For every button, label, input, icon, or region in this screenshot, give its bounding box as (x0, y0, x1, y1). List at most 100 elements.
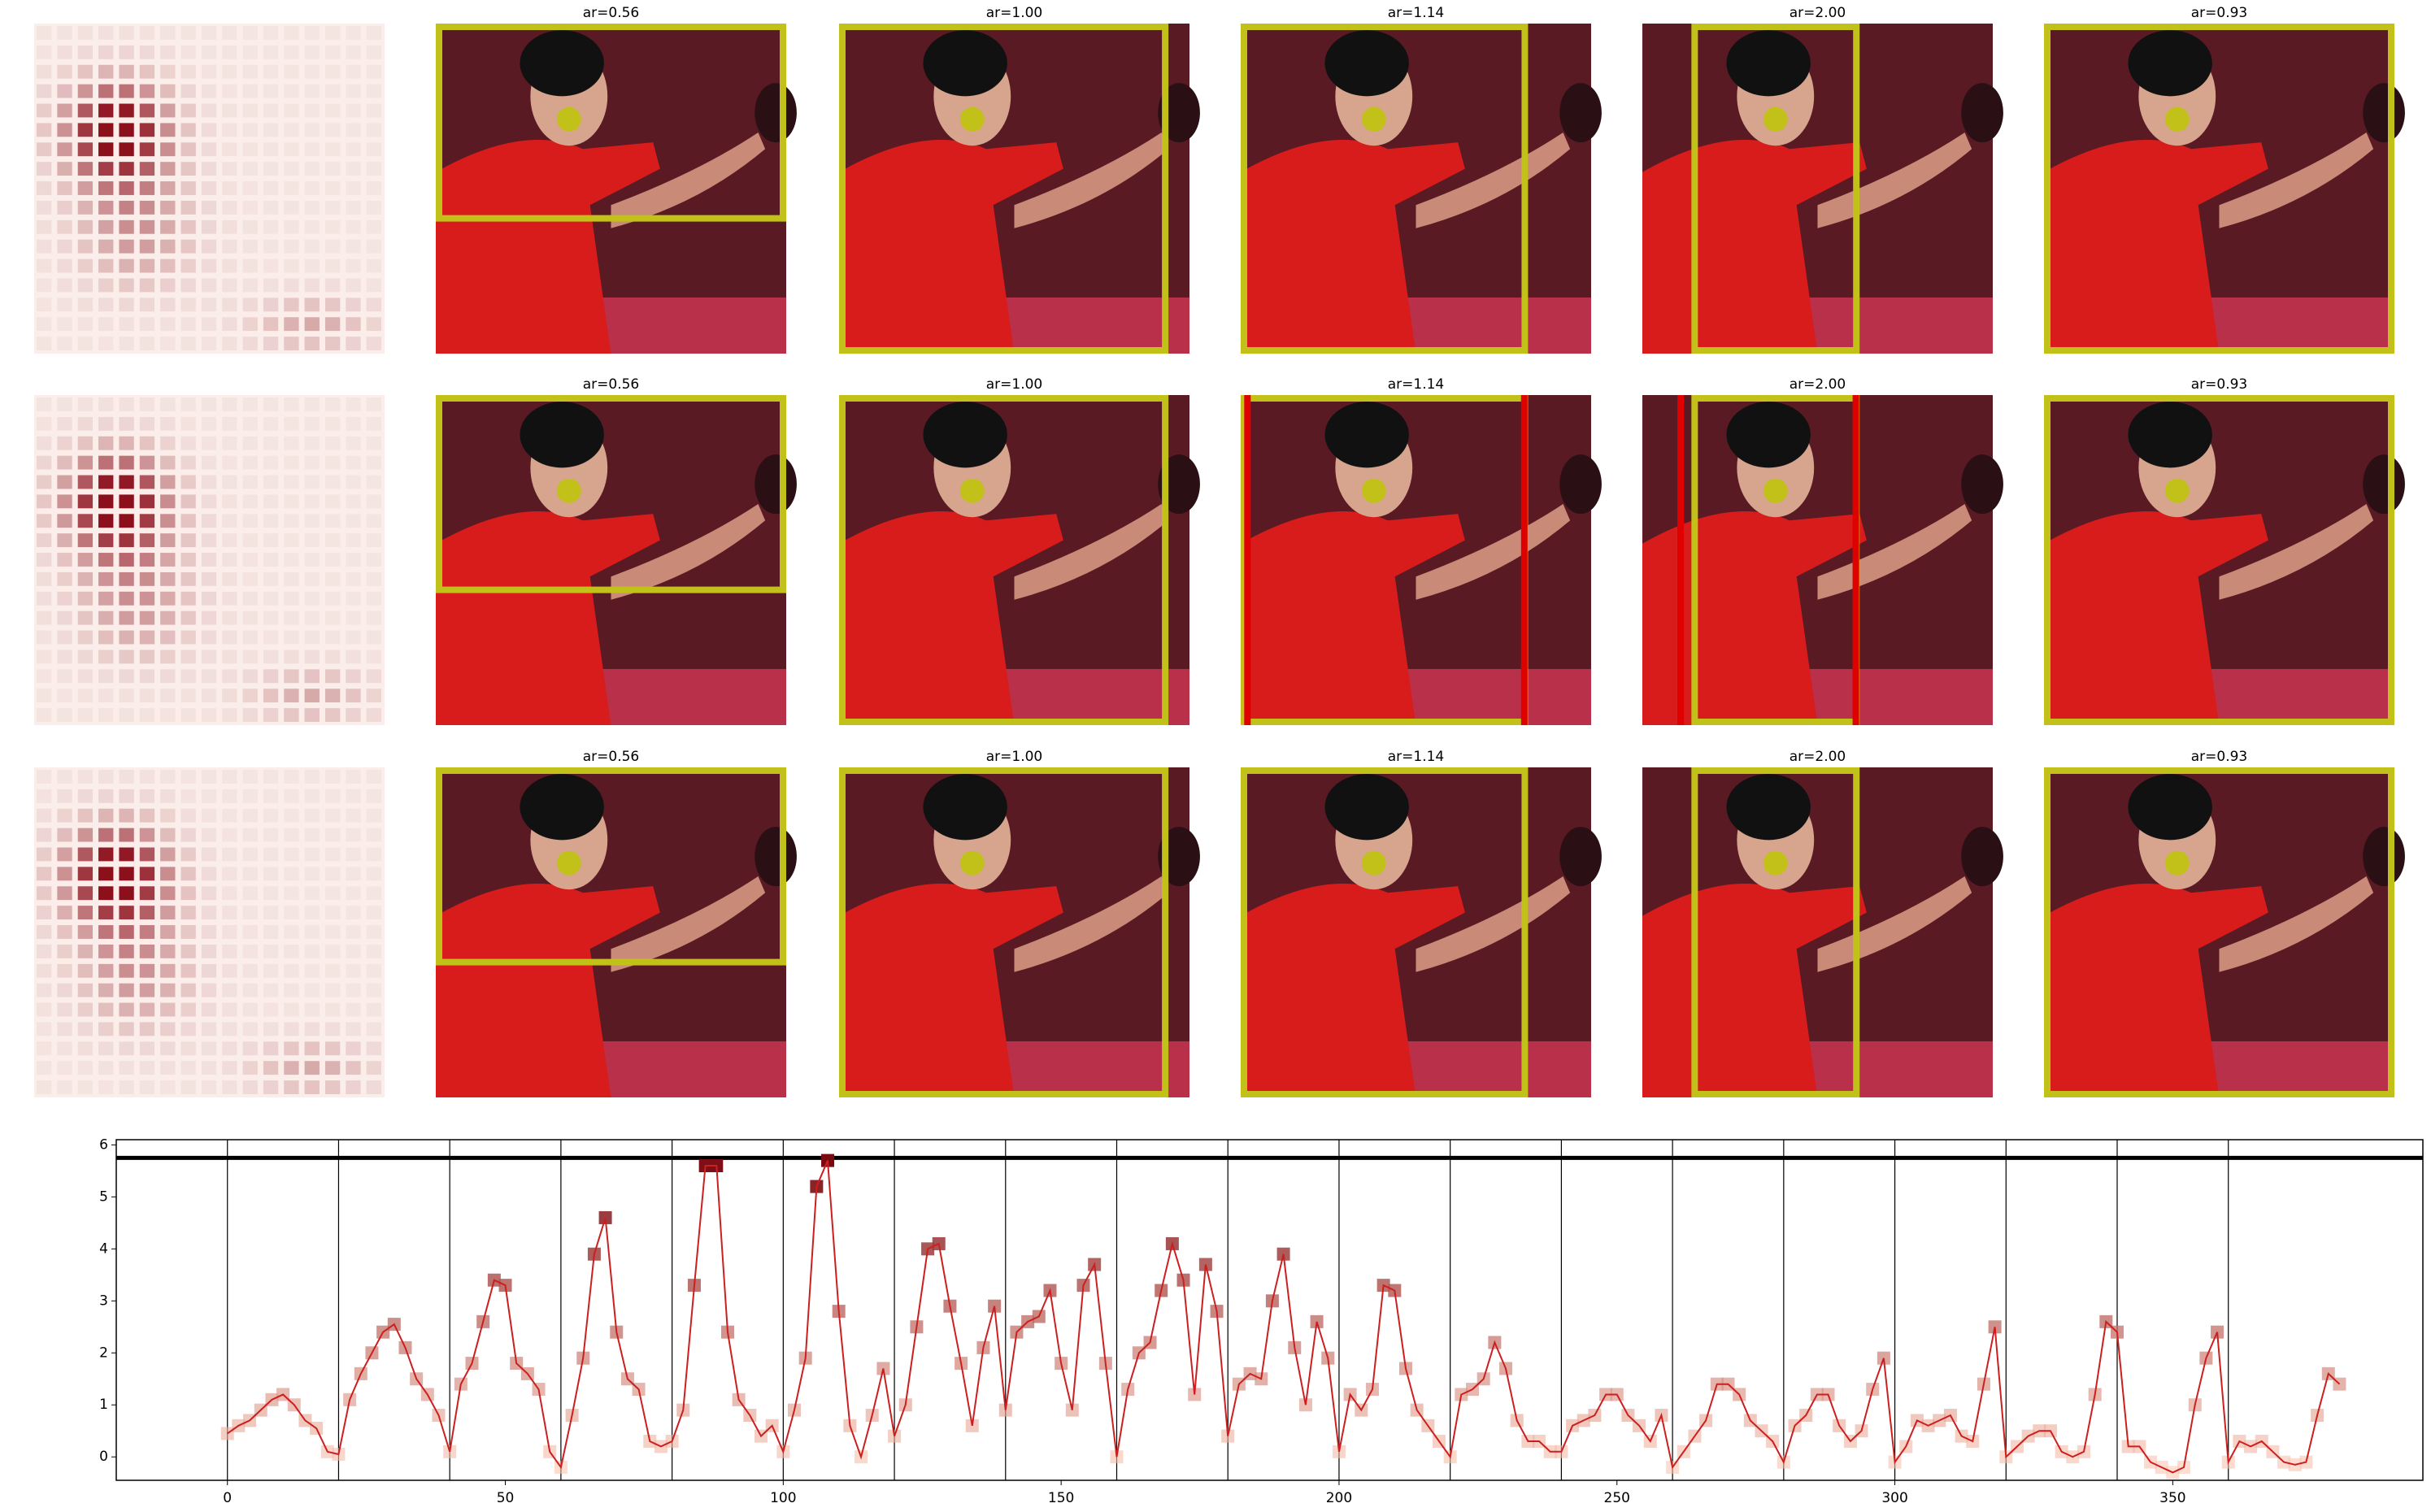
panel-title: ar=1.00 (986, 376, 1043, 393)
heatmap-cell (242, 45, 258, 59)
heatmap-cell (98, 84, 114, 98)
heatmap-cell (366, 455, 381, 470)
heatmap-cell (160, 708, 176, 722)
heatmap-cell (346, 103, 361, 118)
heatmap-cell (119, 708, 134, 722)
heatmap-cell (160, 963, 176, 978)
heatmap-cell (346, 200, 361, 215)
heatmap-cell (304, 162, 320, 176)
heatmap-cell (160, 455, 176, 470)
heatmap-cell (222, 514, 237, 528)
heatmap-cell (180, 200, 196, 215)
heatmap-cell (77, 1022, 94, 1036)
panel-title: ar=0.56 (583, 5, 640, 21)
heatmap-cell (98, 416, 114, 431)
heatmap-cell (304, 416, 320, 431)
heatmap-cell (222, 650, 237, 664)
heatmap-cell (201, 181, 217, 195)
photo-arm (1416, 875, 1571, 972)
heatmap-cell (180, 886, 196, 901)
heatmap-cell (77, 64, 94, 79)
heatmap-cell (324, 886, 341, 901)
panel-title: ar=2.00 (1790, 376, 1846, 393)
heatmap-cell (98, 669, 114, 684)
heatmap-cell (77, 770, 94, 784)
heatmap-cell (324, 514, 341, 528)
photo-arm (1014, 132, 1169, 228)
heatmap-cell (180, 416, 196, 431)
heatmap-cell (98, 533, 114, 548)
heatmap-cell (37, 239, 52, 254)
heatmap-cell (119, 181, 134, 195)
heatmap-cell (242, 669, 258, 684)
heatmap-cell (119, 45, 134, 59)
red-marker (1244, 395, 1251, 725)
heatmap-cell (263, 64, 279, 79)
heatmap-cell (346, 219, 361, 234)
heatmap-cell (242, 886, 258, 901)
heatmap-cell (160, 553, 176, 567)
heatmap-cell (180, 317, 196, 332)
heatmap-cell (180, 1022, 196, 1036)
heatmap-cell (37, 514, 52, 528)
heatmap-cell (222, 298, 237, 312)
heatmap-cell (304, 1041, 320, 1056)
photo-body (839, 511, 1063, 725)
heatmap-cell (284, 1061, 299, 1075)
crop-box (839, 395, 1169, 725)
heatmap-cell (201, 416, 217, 431)
heatmap-cell (324, 219, 341, 234)
heatmap-cell (201, 906, 217, 920)
heatmap-cell (98, 103, 114, 118)
heatmap-cell (324, 416, 341, 431)
heatmap-cell (263, 1022, 279, 1036)
heatmap-cell (37, 84, 52, 98)
heatmap-cell (139, 514, 155, 528)
heatmap-cell (346, 944, 361, 958)
heatmap-cell (201, 689, 217, 703)
heatmap-cell (77, 162, 94, 176)
photo-body (1642, 511, 1867, 725)
heatmap-cell (284, 298, 299, 312)
heatmap-cell (346, 770, 361, 784)
crop-box (1691, 767, 1860, 1097)
heatmap-cell (139, 669, 155, 684)
heatmap-cell (242, 630, 258, 645)
heatmap-cell (201, 259, 217, 273)
heatmap-cell (304, 963, 320, 978)
heatmap-cell (98, 181, 114, 195)
heatmap-cell (119, 200, 134, 215)
heatmap-cell (263, 1061, 279, 1075)
crop-box (436, 767, 786, 966)
heatmap-cell (284, 906, 299, 920)
x-tick-label: 100 (770, 1490, 796, 1506)
photo-hair (2128, 774, 2212, 841)
heatmap-cell (57, 533, 72, 548)
heatmap-cell (304, 847, 320, 862)
line-chart: 0 1 2 3 4 5 6 0 50 100 150 200 250 300 350 (99, 1136, 2424, 1506)
heatmap-cell (284, 650, 299, 664)
heatmap-cell (139, 64, 155, 79)
heatmap-cell (222, 103, 237, 118)
heatmap-cell (222, 610, 237, 625)
heatmap-cell (160, 770, 176, 784)
x-tick-label: 350 (2159, 1490, 2185, 1506)
heatmap-cell (160, 26, 176, 40)
heatmap-cell (180, 1061, 196, 1075)
heatmap-cell (180, 789, 196, 803)
heatmap-cell (37, 317, 52, 332)
heatmap-cell (346, 983, 361, 997)
heatmap-cell (139, 162, 155, 176)
heatmap-cell (98, 1022, 114, 1036)
heatmap-cell (139, 708, 155, 722)
heatmap-cell (98, 906, 114, 920)
data-line (227, 1160, 2341, 1474)
heatmap-cell (98, 1061, 114, 1075)
heatmap-cell (263, 867, 279, 881)
heatmap-cell (346, 416, 361, 431)
heatmap-cell (180, 1080, 196, 1094)
heatmap-cell (119, 669, 134, 684)
heatmap-cell (284, 553, 299, 567)
heatmap-cell (324, 298, 341, 312)
heatmap-cell (139, 1061, 155, 1075)
